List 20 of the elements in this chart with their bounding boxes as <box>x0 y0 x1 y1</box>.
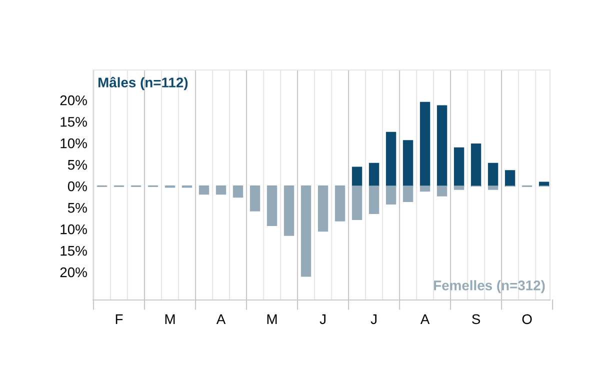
y-tick-label: 0% <box>68 181 87 192</box>
text: Mâles (n=112) <box>98 76 188 90</box>
y-tick-label: 5% <box>68 160 87 170</box>
y-tick-label: 15% <box>60 246 87 256</box>
x-tick-label: J <box>320 314 326 324</box>
x-tick-label: F <box>116 314 123 324</box>
x-tick-label: J <box>370 314 376 324</box>
y-tick-label: 5% <box>68 202 87 213</box>
x-tick-label: M <box>165 314 175 324</box>
y-tick-label: 10% <box>60 138 87 148</box>
text: Femelles (n=312) <box>434 280 545 294</box>
y-tick-label: 10% <box>60 224 87 234</box>
x-tick-label: A <box>216 314 226 324</box>
y-tick-label: 20% <box>60 267 87 278</box>
x-tick-label: S <box>472 314 480 324</box>
y-tick-label: 15% <box>60 116 87 127</box>
x-tick-label: A <box>420 314 430 324</box>
x-tick-label: O <box>522 314 532 324</box>
y-tick-label: 20% <box>60 95 87 106</box>
x-tick-label: M <box>267 314 277 324</box>
